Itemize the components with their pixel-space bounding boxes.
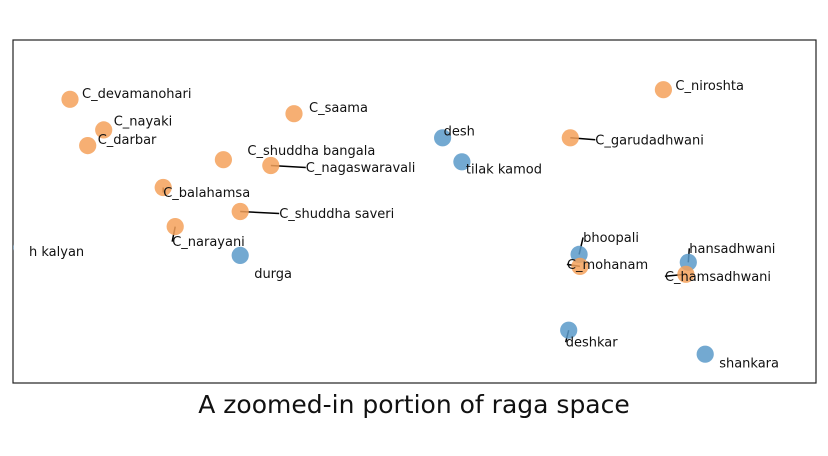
point-label-tilak-kamod: tilak kamod [466, 162, 542, 177]
point-labels: C_devamanohari C_nayaki C_darbar C_saama C_s… [29, 79, 779, 372]
point-h-kalyan [13, 244, 14, 251]
point-label-c-shuddha-saveri: C_shuddha saveri [279, 207, 394, 222]
point-markers [13, 81, 714, 363]
point-shankara [696, 345, 714, 363]
point-durga [231, 246, 249, 264]
point-c-shuddha-bangala [214, 151, 232, 169]
point-label-hansadhwani: hansadhwani [689, 242, 775, 257]
scatter-plot: C_devamanohari C_nayaki C_darbar C_saama C_s… [12, 39, 817, 384]
point-c-narayani [166, 218, 184, 236]
point-c-garudadhwani [561, 129, 579, 147]
point-label-c-darbar: C_darbar [98, 133, 157, 148]
point-desh [434, 129, 452, 147]
point-label-bhoopali: bhoopali [583, 231, 639, 246]
point-label-c-hamsadhwani: C_hamsadhwani [665, 270, 771, 285]
point-label-c-devamanohari: C_devamanohari [82, 87, 191, 102]
point-c-devamanohari [61, 90, 79, 108]
point-c-nayaki [95, 121, 113, 139]
point-label-c-shuddha-bangala: C_shuddha bangala [247, 144, 375, 159]
point-c-shuddha-saveri [231, 202, 249, 221]
point-c-niroshta [654, 81, 673, 99]
point-c-balahamsa [154, 178, 172, 197]
point-label-desh: desh [444, 124, 475, 139]
chart-caption: A zoomed-in portion of raga space [198, 390, 630, 419]
point-label-c-garudadhwani: C_garudadhwani [595, 133, 704, 148]
plot-frame [12, 39, 817, 384]
point-label-c-nayaki: C_nayaki [114, 114, 173, 129]
point-label-shankara: shankara [719, 357, 779, 372]
point-label-c-nagaswaravali: C_nagaswaravali [306, 161, 416, 176]
point-tilak-kamod [453, 153, 471, 171]
point-label-c-niroshta: C_niroshta [675, 79, 744, 94]
point-label-durga: durga [254, 267, 292, 282]
point-deshkar [560, 321, 578, 339]
point-label-c-mohanam: C_mohanam [567, 258, 648, 273]
point-c-nagaswaravali [262, 156, 280, 175]
point-c-saama [285, 105, 303, 123]
point-label-c-balahamsa: C_balahamsa [163, 186, 250, 201]
point-label-c-saama: C_saama [309, 101, 368, 116]
point-c-hamsadhwani [677, 265, 695, 283]
point-c-mohanam [571, 257, 589, 275]
point-label-h-kalyan: h kalyan [29, 245, 84, 260]
point-label-c-narayani: C_narayani [172, 235, 245, 250]
point-c-darbar [79, 137, 97, 155]
point-label-deshkar: deshkar [566, 336, 619, 351]
